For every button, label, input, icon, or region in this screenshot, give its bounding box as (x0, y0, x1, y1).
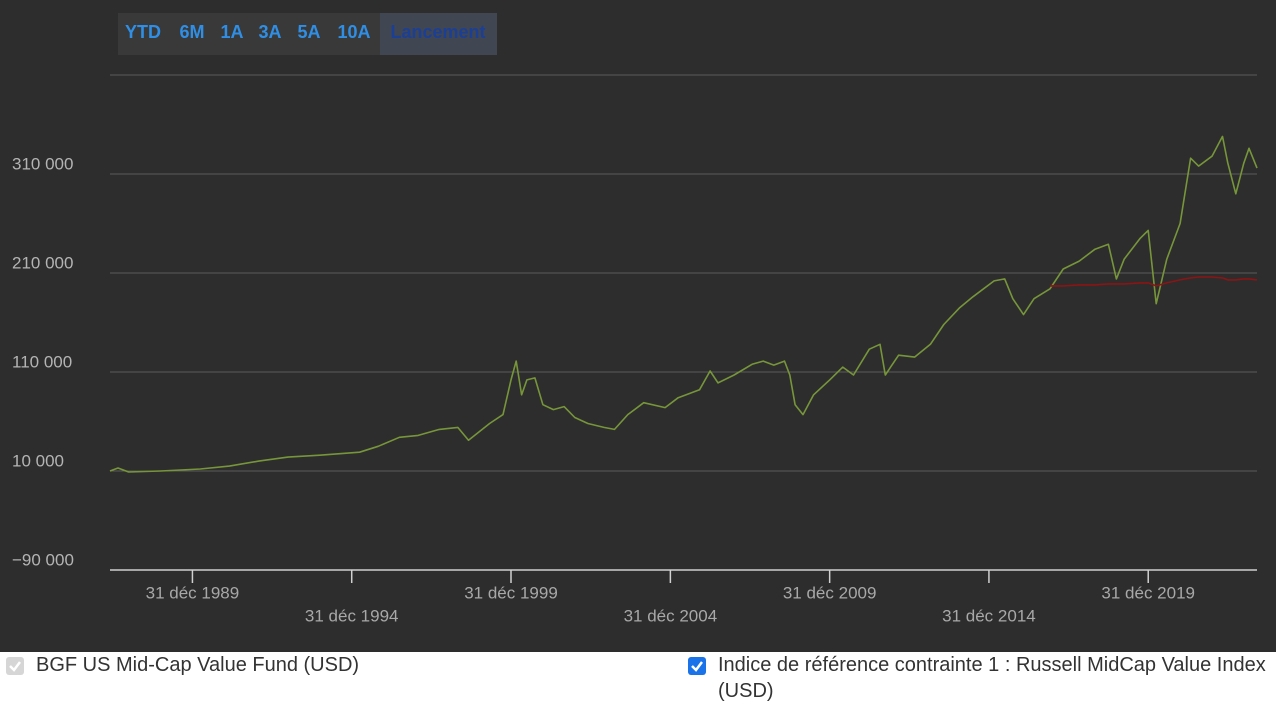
check-icon (9, 661, 21, 672)
legend-checkbox[interactable] (688, 657, 706, 675)
series-line (109, 135, 1258, 473)
x-tick-label: 31 déc 1994 (305, 606, 399, 625)
x-tick-label: 31 déc 2019 (1101, 583, 1195, 602)
range-button[interactable]: 1A (220, 22, 243, 42)
chart-background (0, 0, 1276, 652)
x-tick-label: 31 déc 2009 (783, 583, 877, 602)
range-button[interactable]: 3A (258, 22, 281, 42)
x-tick-label: 31 déc 1989 (146, 583, 240, 602)
y-tick-label: 310 000 (12, 154, 73, 173)
y-tick-label: 210 000 (12, 253, 73, 272)
x-tick-label: 31 déc 2004 (624, 606, 718, 625)
chart: YTD 6M 1A 3A 5A 10A Lancement −90 000 10 000 110 … (0, 0, 1276, 652)
range-button[interactable]: 5A (297, 22, 320, 42)
range-button-active (380, 13, 497, 55)
range-button[interactable]: YTD (125, 22, 161, 42)
y-tick-label: 110 000 (12, 352, 72, 371)
x-tick-label: 31 déc 2014 (942, 606, 1036, 625)
y-tick-label: −90 000 (12, 550, 74, 569)
legend-label[interactable]: Indice de référence contrainte 1 : Russe… (718, 654, 1266, 702)
series-line (1050, 276, 1258, 287)
legend-checkbox[interactable] (6, 657, 24, 675)
y-tick-label: 10 000 (12, 451, 64, 470)
range-button[interactable]: 6M (179, 22, 204, 42)
legend-label[interactable]: BGF US Mid-Cap Value Fund (USD) (36, 654, 360, 676)
check-icon (691, 661, 703, 672)
x-tick-label: 31 déc 1999 (464, 583, 558, 602)
range-button[interactable]: Lancement (390, 22, 485, 42)
range-button[interactable]: 10A (337, 22, 370, 42)
